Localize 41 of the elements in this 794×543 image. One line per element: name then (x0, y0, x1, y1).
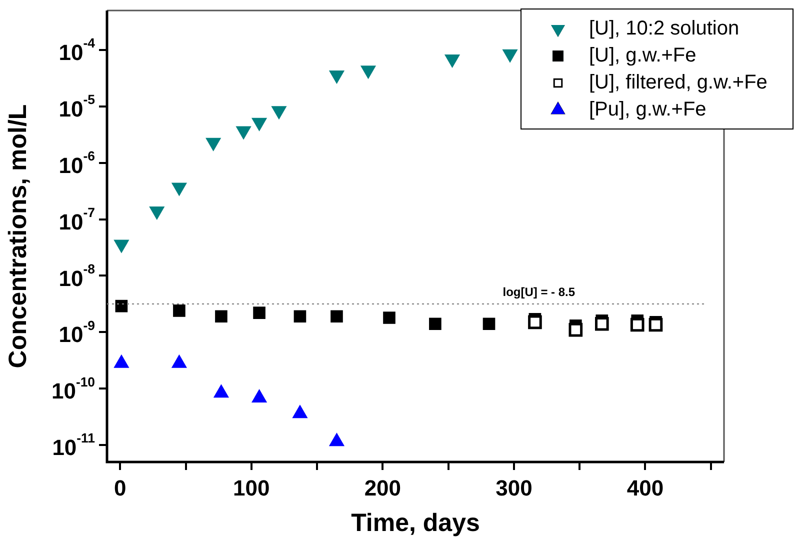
point (330, 310, 343, 323)
legend-label: [U], g.w.+Fe (589, 44, 696, 67)
point (429, 318, 442, 330)
point (329, 70, 344, 84)
x-tick-label: 100 (233, 475, 270, 500)
point (253, 306, 266, 319)
point (360, 66, 376, 79)
point (173, 304, 186, 317)
point (630, 318, 644, 332)
point (294, 310, 306, 323)
point (115, 300, 128, 312)
point (215, 310, 228, 323)
point (383, 312, 396, 324)
point (206, 138, 221, 151)
point (482, 318, 496, 330)
x-tick-label: 200 (364, 475, 402, 500)
x-tick-label: 400 (626, 475, 664, 500)
legend-label: [U], 10:2 solution (589, 18, 740, 40)
legend-label: [Pu], g.w.+Fe (589, 98, 706, 121)
point (329, 433, 344, 446)
x-axis-title: Time, days (351, 508, 480, 537)
point (252, 118, 267, 131)
legend-label: [U], filtered, g.w.+Fe (589, 72, 768, 94)
point (114, 240, 129, 253)
point (648, 318, 663, 332)
ref-line-label: log[U] = - 8.5 (502, 285, 576, 300)
point (528, 315, 542, 330)
point (149, 206, 164, 220)
x-tick-label: 0 (114, 475, 126, 500)
point (236, 126, 251, 140)
point (292, 405, 308, 418)
point (172, 182, 187, 196)
point (595, 316, 609, 331)
point (214, 384, 229, 398)
point (444, 54, 460, 68)
point (502, 49, 518, 62)
point (252, 390, 267, 403)
point (272, 106, 286, 120)
x-tick-label: 300 (496, 475, 532, 500)
point (568, 322, 583, 337)
y-axis-title: Concentrations, mol/L (4, 104, 32, 368)
